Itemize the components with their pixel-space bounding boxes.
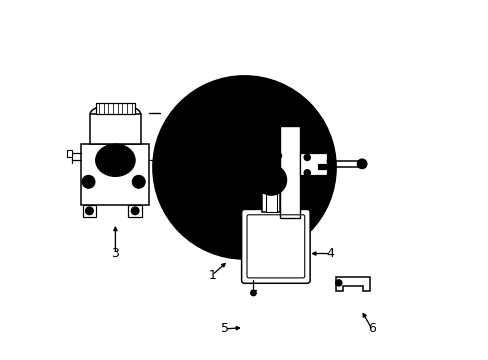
Circle shape <box>85 178 92 185</box>
Text: 1: 1 <box>208 269 216 282</box>
Circle shape <box>174 98 314 237</box>
Circle shape <box>253 153 260 159</box>
Polygon shape <box>335 277 369 291</box>
Circle shape <box>135 178 142 185</box>
Polygon shape <box>96 103 135 114</box>
Circle shape <box>131 207 139 215</box>
Circle shape <box>82 175 95 188</box>
Circle shape <box>335 280 341 286</box>
Text: 5: 5 <box>220 322 228 335</box>
Circle shape <box>85 207 93 215</box>
Circle shape <box>132 175 145 188</box>
Polygon shape <box>83 205 96 217</box>
Ellipse shape <box>102 149 129 171</box>
Circle shape <box>253 183 260 189</box>
Polygon shape <box>67 149 72 157</box>
Circle shape <box>185 108 303 226</box>
Ellipse shape <box>96 144 135 176</box>
Polygon shape <box>280 126 300 218</box>
Text: 3: 3 <box>111 247 119 260</box>
Polygon shape <box>262 193 280 212</box>
Polygon shape <box>265 193 276 212</box>
Circle shape <box>245 149 289 193</box>
Ellipse shape <box>169 153 186 175</box>
Polygon shape <box>81 144 149 205</box>
Circle shape <box>357 159 366 168</box>
Circle shape <box>256 165 286 195</box>
Circle shape <box>304 170 310 176</box>
Circle shape <box>254 157 281 185</box>
Circle shape <box>163 87 325 248</box>
FancyBboxPatch shape <box>241 210 309 283</box>
Polygon shape <box>128 205 142 217</box>
Circle shape <box>275 183 281 189</box>
Circle shape <box>304 154 310 161</box>
Circle shape <box>153 76 335 259</box>
Circle shape <box>262 171 280 189</box>
Text: 4: 4 <box>326 247 334 260</box>
Circle shape <box>250 290 256 296</box>
Text: 2: 2 <box>192 183 200 195</box>
Polygon shape <box>300 153 326 175</box>
Text: 6: 6 <box>367 322 375 335</box>
Circle shape <box>275 153 281 159</box>
Polygon shape <box>90 114 140 144</box>
